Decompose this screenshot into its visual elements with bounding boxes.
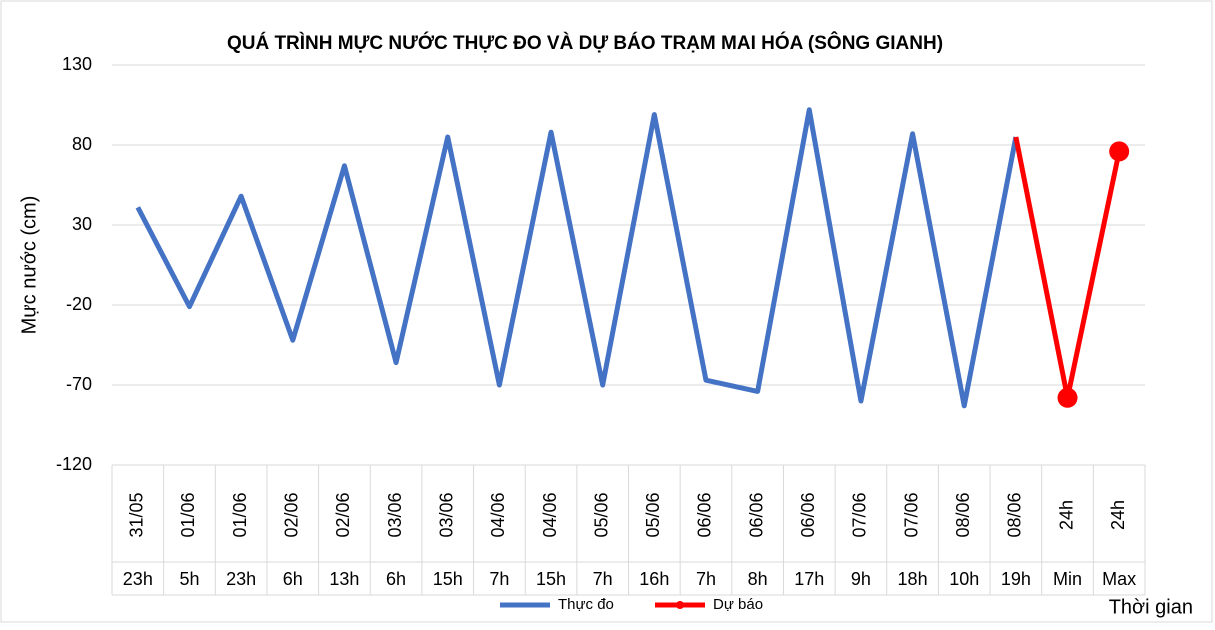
x-tick-label-top: 06/06 bbox=[798, 492, 818, 537]
y-tick-label: 80 bbox=[72, 134, 92, 154]
x-tick-label-top: 01/06 bbox=[230, 492, 250, 537]
x-tick-label-top: 02/06 bbox=[282, 492, 302, 537]
series-marker bbox=[1109, 141, 1130, 162]
x-tick-label-top: 05/06 bbox=[591, 492, 611, 537]
x-tick-label-bottom: 15h bbox=[433, 569, 463, 589]
y-tick-label: 30 bbox=[72, 214, 92, 234]
x-tick-label-top: 07/06 bbox=[850, 492, 870, 537]
x-tick-label-top: 07/06 bbox=[901, 492, 921, 537]
y-tick-label: -70 bbox=[66, 374, 92, 394]
x-tick-label-top: 06/06 bbox=[695, 492, 715, 537]
x-axis-label: Thời gian bbox=[1109, 596, 1193, 618]
x-tick-label-bottom: 7h bbox=[489, 569, 509, 589]
x-tick-label-top: 08/06 bbox=[1005, 492, 1025, 537]
legend-label: Dự báo bbox=[713, 596, 763, 613]
x-tick-label-bottom: 18h bbox=[898, 569, 928, 589]
series-marker bbox=[1057, 387, 1078, 408]
x-tick-label-top: 05/06 bbox=[643, 492, 663, 537]
x-tick-label-bottom: 6h bbox=[283, 569, 303, 589]
x-tick-label-top: 06/06 bbox=[746, 492, 766, 537]
x-tick-label-bottom: 7h bbox=[593, 569, 613, 589]
series-line bbox=[135, 107, 1019, 409]
legend-marker bbox=[676, 601, 684, 609]
x-tick-label-top: 04/06 bbox=[488, 492, 508, 537]
x-tick-label-bottom: 23h bbox=[226, 569, 256, 589]
x-tick-label-bottom: 10h bbox=[949, 569, 979, 589]
x-tick-label-bottom: 17h bbox=[794, 569, 824, 589]
x-tick-label-top: 24h bbox=[1108, 500, 1128, 530]
x-tick-label-top: 24h bbox=[1056, 500, 1076, 530]
x-tick-label-bottom: 15h bbox=[536, 569, 566, 589]
x-tick-label-top: 03/06 bbox=[385, 492, 405, 537]
chart-title: QUÁ TRÌNH MỰC NƯỚC THỰC ĐO VÀ DỰ BÁO TRẠ… bbox=[227, 32, 943, 54]
x-tick-label-top: 02/06 bbox=[333, 492, 353, 537]
x-tick-label-bottom: 16h bbox=[639, 569, 669, 589]
y-axis-label: Mực nước (cm) bbox=[18, 196, 40, 335]
x-tick-label-top: 03/06 bbox=[436, 492, 456, 537]
x-tick-label-top: 31/05 bbox=[127, 492, 147, 537]
x-tick-label-bottom: 23h bbox=[123, 569, 153, 589]
x-tick-label-bottom: 8h bbox=[748, 569, 768, 589]
y-tick-label: -20 bbox=[66, 294, 92, 314]
x-tick-label-bottom: 7h bbox=[696, 569, 716, 589]
x-tick-label-bottom: Min bbox=[1053, 569, 1082, 589]
x-tick-label-top: 01/06 bbox=[178, 492, 198, 537]
x-tick-label-bottom: 19h bbox=[1001, 569, 1031, 589]
y-tick-label: 130 bbox=[62, 54, 92, 74]
x-tick-label-top: 04/06 bbox=[540, 492, 560, 537]
legend-label: Thực đo bbox=[558, 596, 614, 613]
x-tick-label-top: 08/06 bbox=[953, 492, 973, 537]
x-tick-label-bottom: Max bbox=[1102, 569, 1136, 589]
x-tick-label-bottom: 5h bbox=[179, 569, 199, 589]
y-tick-label: -120 bbox=[56, 454, 92, 474]
x-tick-label-bottom: 13h bbox=[329, 569, 359, 589]
x-tick-label-bottom: 6h bbox=[386, 569, 406, 589]
x-tick-label-bottom: 9h bbox=[851, 569, 871, 589]
